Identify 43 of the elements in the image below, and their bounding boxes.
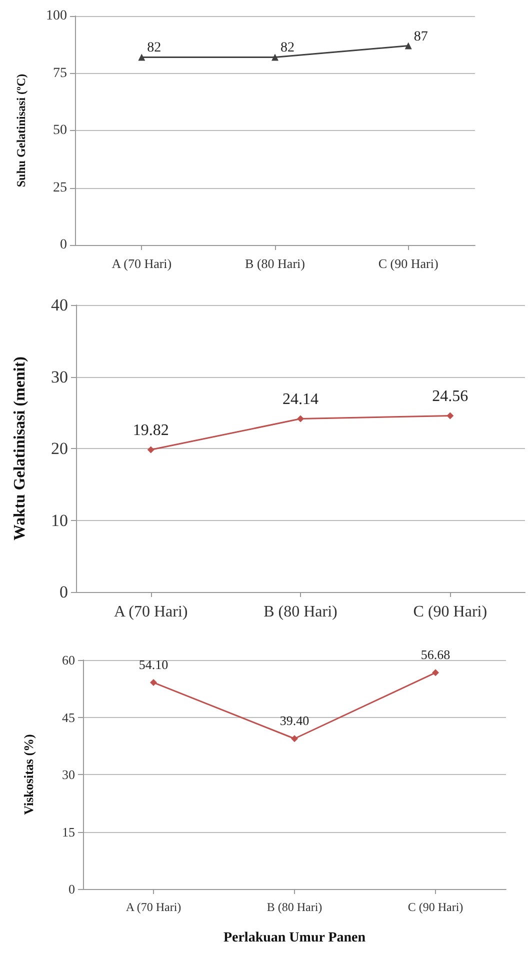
y-tick-label: 50 — [53, 123, 67, 138]
point — [150, 679, 157, 686]
x-tick-label: A (70 Hari) — [126, 900, 182, 914]
data-label: 24.56 — [432, 388, 468, 405]
y-axis-title: Suhu Gelatinisasi (ºC) — [14, 74, 28, 188]
x-tick-label: B (80 Hari) — [266, 900, 322, 914]
data-label: 24.14 — [282, 390, 318, 408]
y-tick-label: 100 — [46, 8, 67, 24]
y-tick-label: 75 — [53, 66, 67, 81]
y-tick-label: 25 — [53, 180, 67, 196]
x-tick-label: C (90 Hari) — [378, 256, 438, 271]
data-label: 39.40 — [280, 713, 310, 728]
data-label: 82 — [147, 40, 162, 56]
point — [297, 415, 304, 422]
point — [446, 412, 454, 420]
x-axis-title: Perlakuan Umur Panen — [223, 930, 366, 946]
data-label: 19.82 — [132, 422, 169, 439]
data-label: 56.68 — [420, 647, 450, 662]
x-tick-label: C (90 Hari) — [408, 900, 464, 914]
y-tick-label: 40 — [51, 296, 68, 314]
y-tick-label: 15 — [62, 824, 75, 840]
point — [432, 669, 439, 676]
y-tick-label: 30 — [51, 367, 68, 386]
data-label: 82 — [280, 40, 294, 56]
x-tick-label: C (90 Hari) — [413, 604, 488, 620]
x-tick-label: B (80 Hari) — [264, 604, 338, 620]
y-tick-label: 30 — [62, 767, 75, 782]
point — [147, 446, 154, 454]
x-tick-label: A (70 Hari) — [114, 604, 188, 620]
x-tick-label: A (70 Hari) — [112, 256, 172, 271]
y-tick-label: 45 — [62, 710, 75, 725]
y-tick-label: 0 — [60, 582, 68, 602]
y-tick-label: 60 — [62, 652, 75, 668]
y-axis-title: Waktu Gelatinisasi (menit) — [12, 356, 28, 541]
y-tick-label: 10 — [51, 510, 68, 530]
y-tick-label: 0 — [68, 882, 75, 896]
data-label: 54.10 — [138, 657, 168, 672]
point — [291, 735, 298, 742]
y-axis-title: Viskositas (%) — [21, 734, 36, 815]
data-label: 87 — [414, 29, 428, 44]
x-tick-label: B (80 Hari) — [245, 256, 305, 271]
y-tick-label: 20 — [51, 439, 68, 458]
y-tick-label: 0 — [60, 238, 67, 252]
